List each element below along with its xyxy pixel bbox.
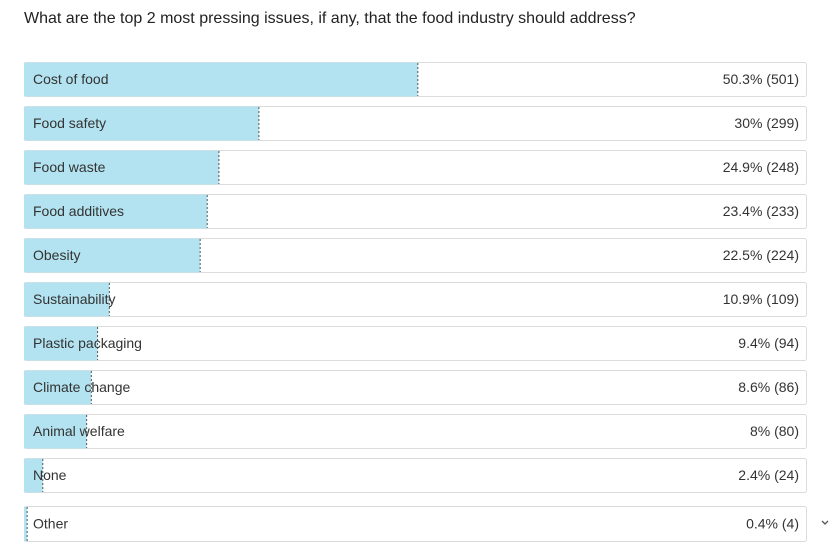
bar — [24, 414, 87, 449]
category-label: Climate change — [33, 379, 130, 395]
category-label: Sustainability — [33, 291, 116, 307]
bar — [24, 150, 219, 185]
bar — [24, 106, 259, 141]
value-label: 0.4% (4) — [746, 516, 799, 532]
value-label: 30% (299) — [734, 115, 799, 131]
category-label: Food waste — [33, 159, 106, 175]
row-box — [24, 282, 807, 317]
bar — [24, 506, 28, 542]
category-label: Other — [33, 516, 68, 532]
bar — [24, 238, 201, 273]
row-box — [24, 370, 807, 405]
category-label: Obesity — [33, 247, 80, 263]
value-label: 24.9% (248) — [723, 159, 799, 175]
category-label: Plastic packaging — [33, 335, 142, 351]
category-label: Animal welfare — [33, 423, 125, 439]
value-label: 9.4% (94) — [738, 335, 799, 351]
row-box — [24, 414, 807, 449]
value-label: 8% (80) — [750, 423, 799, 439]
bar — [24, 194, 208, 229]
row-box — [24, 458, 807, 493]
value-label: 2.4% (24) — [738, 467, 799, 483]
value-label: 8.6% (86) — [738, 379, 799, 395]
bar — [24, 326, 98, 361]
bar — [24, 370, 92, 405]
value-label: 50.3% (501) — [723, 71, 799, 87]
category-label: Food additives — [33, 203, 124, 219]
bar — [24, 282, 110, 317]
bar — [24, 458, 43, 493]
value-label: 22.5% (224) — [723, 247, 799, 263]
category-label: Food safety — [33, 115, 106, 131]
bar — [24, 62, 418, 97]
expand-chevron[interactable] — [821, 520, 829, 525]
value-label: 23.4% (233) — [723, 203, 799, 219]
chart-title: What are the top 2 most pressing issues,… — [24, 10, 636, 27]
category-label: None — [33, 467, 67, 483]
row-box — [24, 506, 807, 542]
value-label: 10.9% (109) — [723, 291, 799, 307]
category-label: Cost of food — [33, 71, 109, 87]
